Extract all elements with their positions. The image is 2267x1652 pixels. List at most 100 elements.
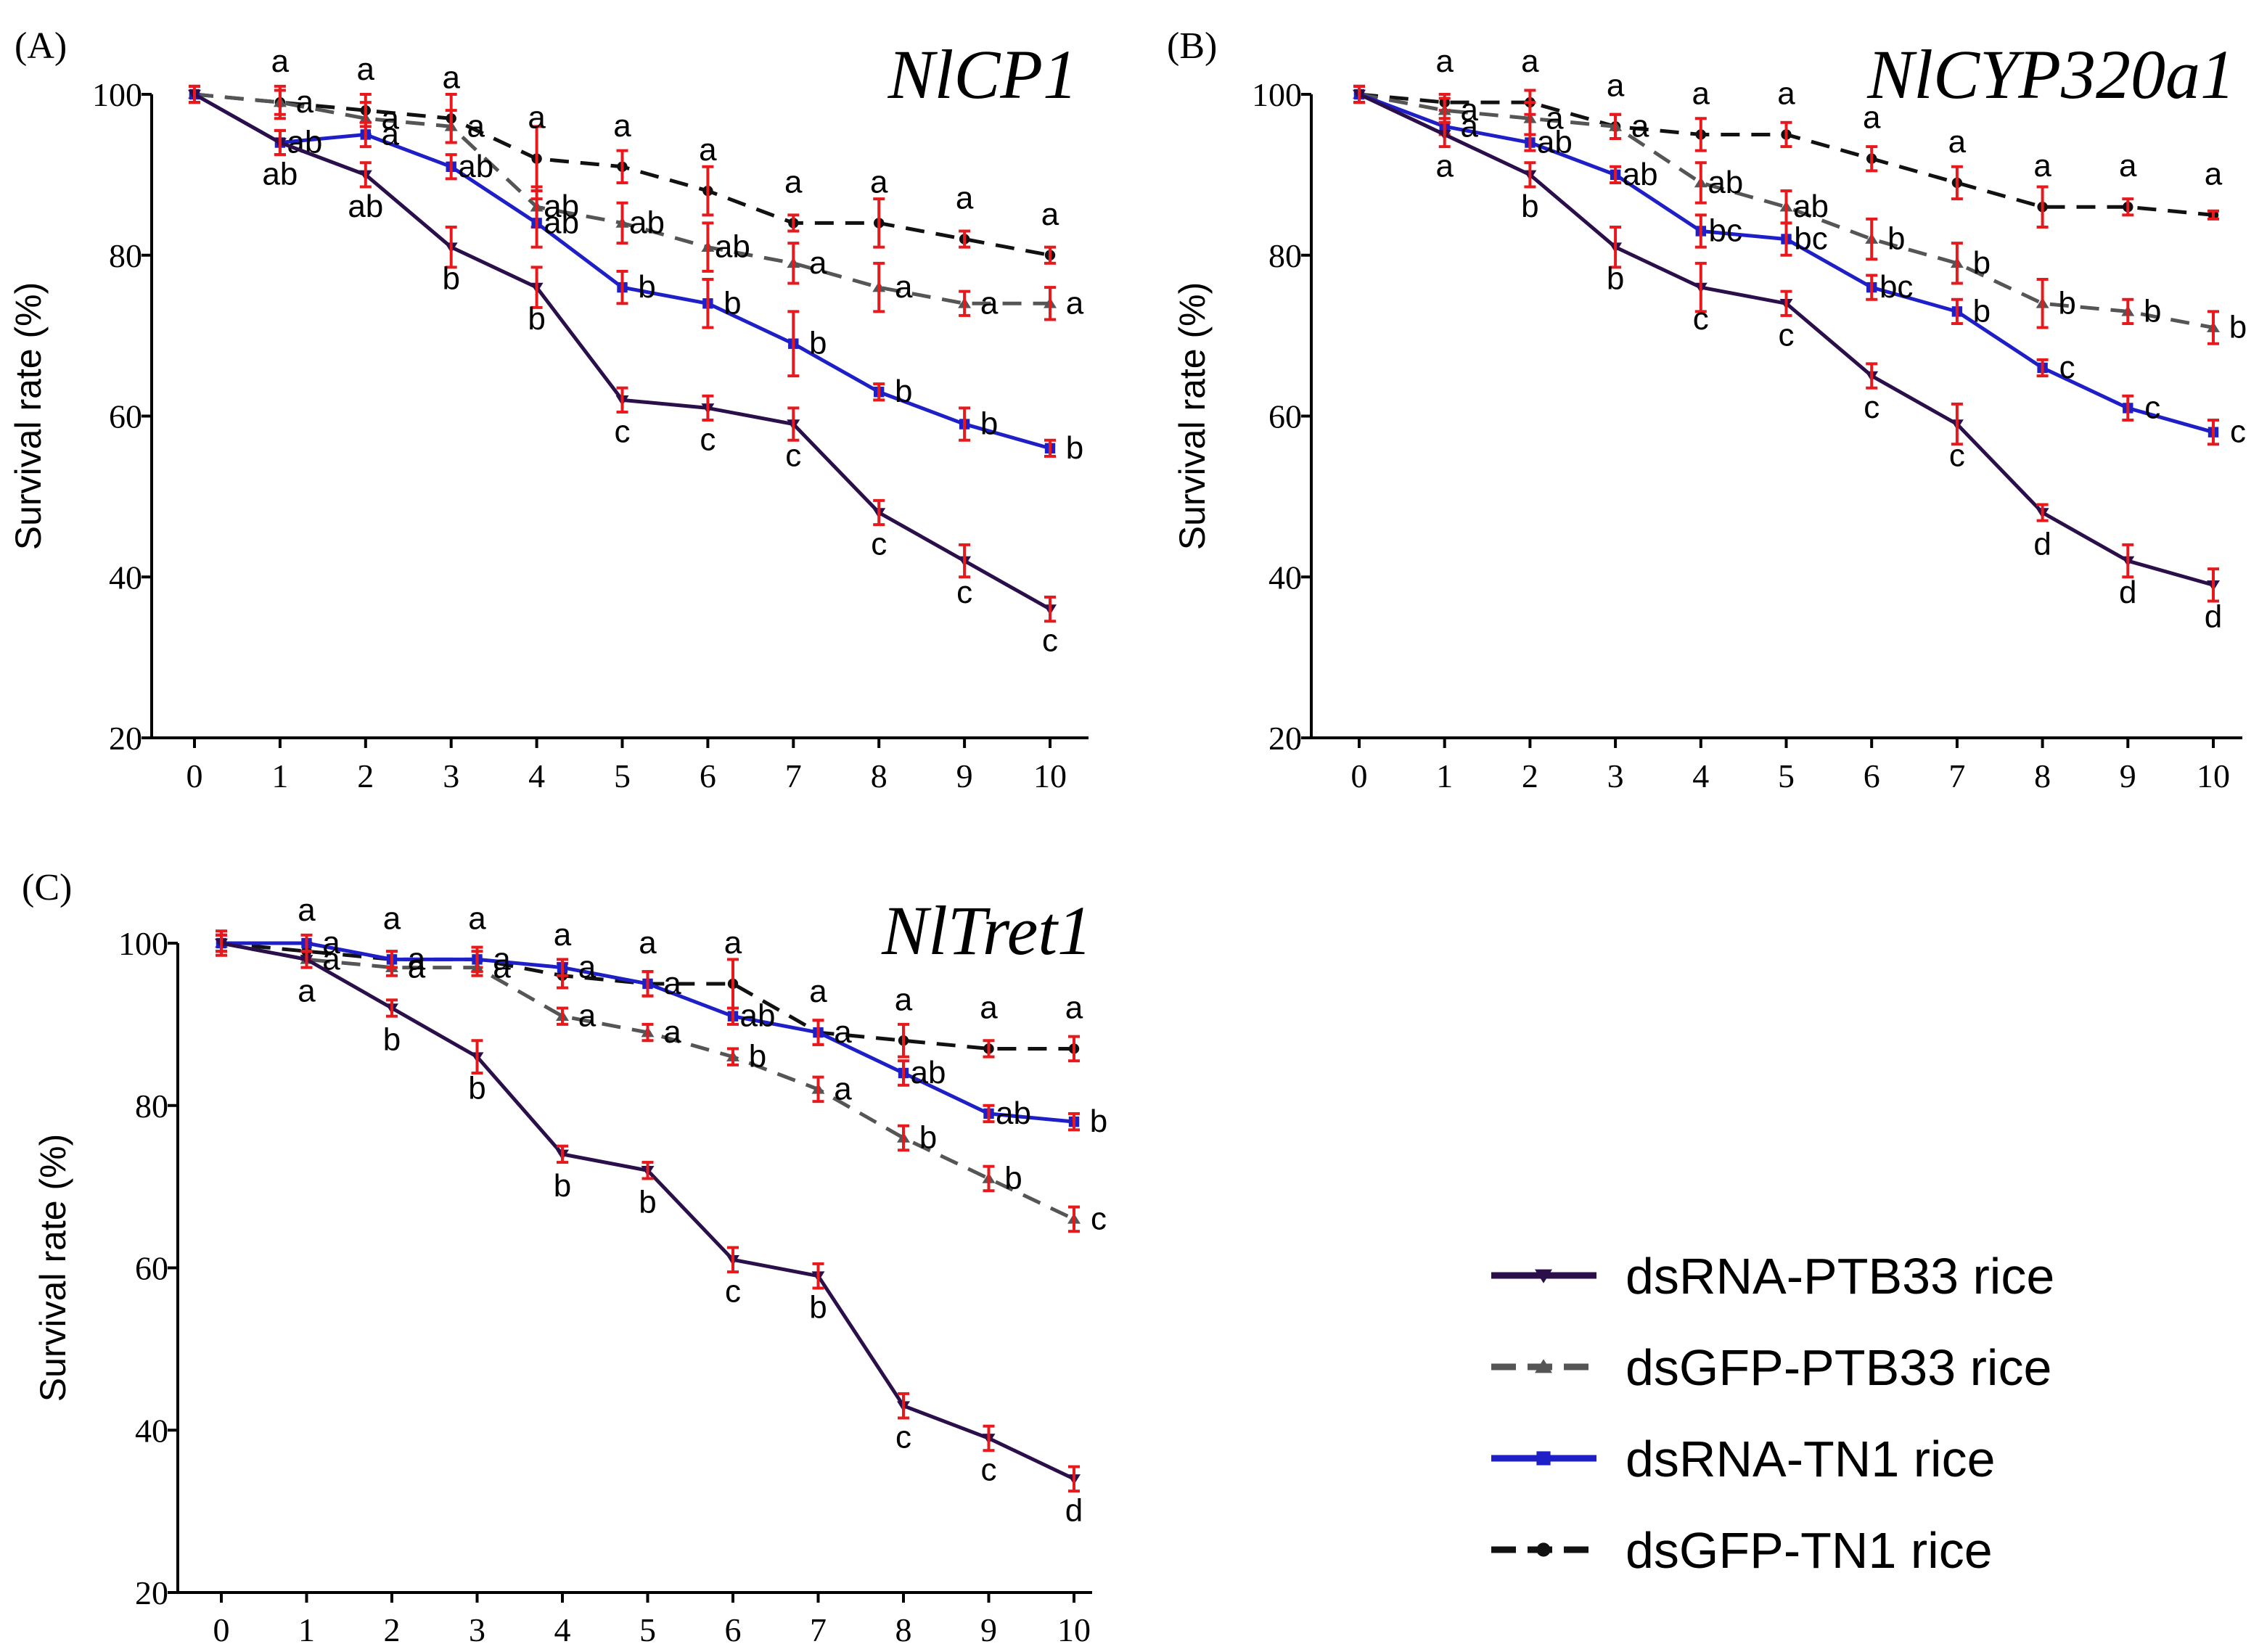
x-tick-label: 4: [554, 1611, 571, 1648]
significance-letter: a: [699, 132, 717, 168]
x-tick-label: 9: [980, 1611, 997, 1648]
significance-letter: a: [724, 925, 742, 961]
error-bar: [616, 149, 628, 184]
legend: dsRNA-PTB33 rice dsGFP-PTB33 rice dsRNA-TN…: [1491, 1248, 2054, 1579]
significance-letter: ab: [629, 205, 665, 240]
legend-item: dsGFP-TN1 rice: [1491, 1522, 1993, 1579]
significance-letter: ab: [458, 149, 493, 184]
significance-letter: a: [1435, 44, 1454, 79]
x-tick-label: 4: [528, 757, 545, 794]
error-bar: [530, 266, 543, 309]
x-tick-label: 10: [1033, 757, 1067, 794]
significance-letter: a: [1460, 92, 1478, 128]
significance-letter: c: [725, 1273, 741, 1309]
error-bar: [983, 1424, 995, 1452]
error-bar: [787, 406, 800, 442]
error-bar: [641, 1161, 654, 1180]
y-axis-title: Survival rate (%): [33, 1134, 73, 1402]
error-bar: [1524, 133, 1536, 152]
significance-letter: a: [1631, 108, 1649, 144]
x-tick-label: 2: [357, 757, 374, 794]
error-bar: [1866, 145, 1878, 173]
error-bar: [702, 221, 714, 273]
error-bar: [557, 1144, 568, 1164]
significance-letter: c: [1091, 1201, 1107, 1236]
significance-letter: ab: [1537, 125, 1573, 160]
chart-title: NlTret1: [881, 892, 1092, 969]
significance-letter: c: [785, 438, 801, 474]
error-bar: [873, 197, 885, 249]
significance-letter: b: [442, 261, 459, 297]
x-tick-label: 9: [2120, 757, 2136, 794]
error-bar: [216, 933, 227, 953]
significance-letter: b: [1004, 1160, 1022, 1196]
x-tick-label: 6: [1864, 757, 1880, 794]
error-bar: [557, 1006, 568, 1026]
error-bar: [898, 1059, 909, 1087]
error-bar: [898, 1124, 909, 1152]
x-tick-label: 6: [700, 757, 716, 794]
error-bar: [1610, 165, 1622, 184]
significance-letter: b: [2229, 310, 2247, 345]
x-tick-label: 9: [956, 757, 973, 794]
y-tick-label: 100: [118, 925, 168, 962]
significance-letter: a: [2119, 148, 2137, 184]
error-bar: [1068, 1111, 1080, 1132]
error-bar: [1524, 161, 1536, 189]
x-tick-label: 1: [271, 757, 288, 794]
error-bar: [898, 1022, 909, 1059]
y-tick-label: 40: [135, 1412, 168, 1449]
error-bar: [359, 120, 372, 149]
y-tick-label: 60: [135, 1250, 168, 1287]
error-bar: [641, 970, 654, 998]
error-bar: [727, 1246, 739, 1274]
significance-letter: b: [1973, 245, 1991, 281]
error-bar: [1068, 1465, 1080, 1493]
significance-letter: a: [1065, 990, 1083, 1025]
error-bar: [873, 261, 885, 313]
significance-letter: b: [468, 1071, 485, 1106]
legend-label: dsGFP-PTB33 rice: [1626, 1339, 2051, 1396]
error-bar: [616, 201, 628, 245]
legend-label: dsRNA-TN1 rice: [1626, 1431, 1996, 1487]
significance-letter: b: [919, 1120, 937, 1156]
significance-letter: a: [956, 181, 974, 216]
significance-letter: a: [554, 917, 572, 953]
error-bar: [386, 998, 398, 1018]
legend-label: dsGFP-TN1 rice: [1626, 1522, 1993, 1579]
x-tick-label: 10: [1057, 1611, 1091, 1648]
significance-letter: a: [809, 974, 827, 1009]
significance-letter: a: [408, 941, 426, 977]
x-tick-label: 7: [1948, 757, 1965, 794]
x-tick-label: 7: [785, 757, 802, 794]
legend-item: dsRNA-PTB33 rice: [1491, 1248, 2054, 1304]
significance-letter: c: [2059, 350, 2075, 385]
significance-letter: ab: [544, 189, 579, 224]
error-bar: [983, 1104, 995, 1124]
error-bar: [445, 153, 457, 181]
significance-letter: a: [980, 285, 999, 321]
error-bar: [557, 958, 568, 977]
y-tick-label: 60: [109, 398, 142, 435]
error-bar: [641, 1022, 654, 1043]
significance-letter: a: [980, 990, 998, 1025]
error-bar: [959, 289, 971, 317]
panel-label: (A): [15, 25, 67, 67]
y-tick-label: 20: [1268, 720, 1302, 757]
error-bar: [2122, 394, 2134, 422]
significance-letter: b: [1521, 189, 1538, 224]
error-bar: [2122, 297, 2134, 325]
significance-letter: d: [2119, 575, 2136, 610]
error-bar: [1780, 189, 1792, 225]
error-bar: [274, 128, 286, 157]
y-tick-label: 80: [109, 237, 142, 274]
error-bar: [616, 269, 628, 305]
error-bar: [1866, 362, 1878, 390]
error-bar: [787, 242, 800, 285]
legend-marker: [1535, 1359, 1552, 1373]
significance-letter: c: [981, 1452, 997, 1487]
x-tick-label: 3: [1607, 757, 1624, 794]
error-bar: [812, 1019, 824, 1046]
